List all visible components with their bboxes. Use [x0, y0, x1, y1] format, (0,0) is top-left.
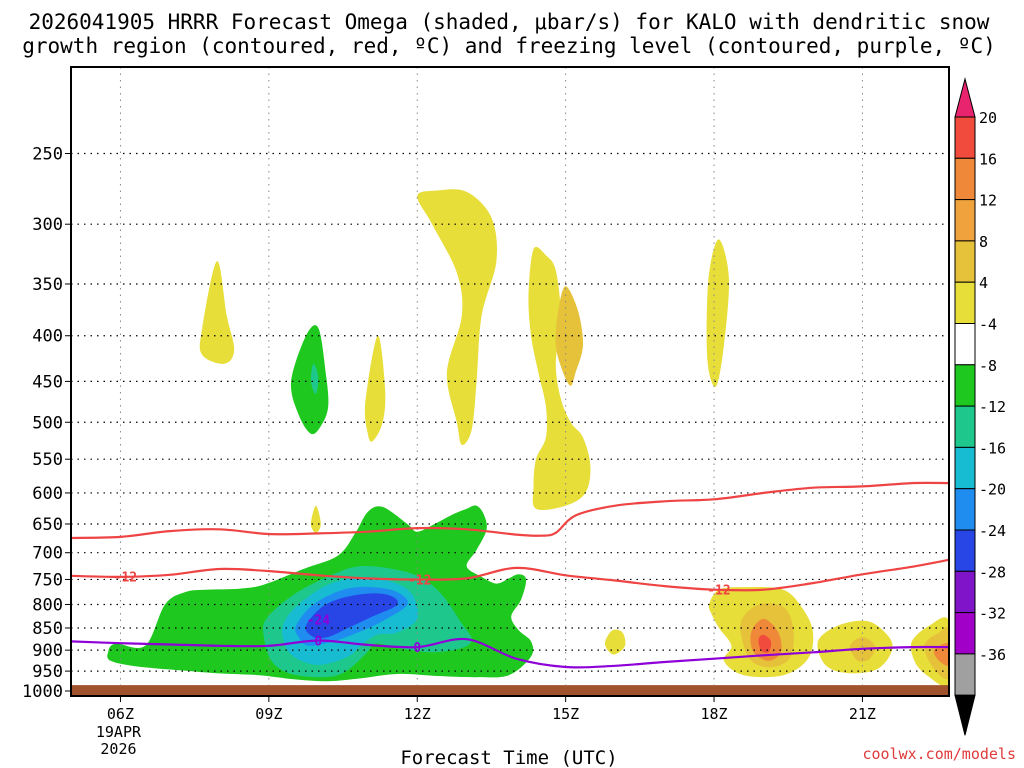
omega-region--20-14 [305, 593, 399, 639]
red-contour-0 [71, 481, 949, 540]
x-tick-15Z: 15Z [552, 705, 579, 723]
omega-region-12-23 [933, 643, 949, 666]
colorbar-label--28: -28 [979, 563, 1006, 581]
colorbar-label--8: -8 [979, 357, 997, 375]
omega-region-4-6 [310, 505, 321, 533]
terrain-ground [71, 685, 949, 696]
colorbar-segment-4 [954, 281, 976, 325]
y-tick-350: 350 [32, 275, 63, 295]
colorbar-label--24: -24 [979, 522, 1006, 540]
colorbar-label--32: -32 [979, 605, 1006, 623]
y-tick-850: 850 [32, 619, 63, 639]
omega-region-4-7 [604, 629, 626, 655]
colorbar-top-triangle [954, 77, 976, 118]
colorbar-label-16: 16 [979, 150, 997, 168]
colorbar-segment-10 [954, 529, 976, 572]
y-tick-600: 600 [32, 484, 63, 504]
colorbar-label-4: 4 [979, 274, 988, 292]
colorbar-segment-7 [954, 405, 976, 448]
omega-region-16-18 [758, 634, 772, 653]
x-tick-12Z: 12Z [404, 705, 431, 723]
x-tick-21Z: 21Z [849, 705, 876, 723]
colorbar-segment-6 [954, 364, 976, 407]
colorbar-label--12: -12 [979, 398, 1006, 416]
omega-region-4-1 [528, 246, 591, 511]
y-tick-650: 650 [32, 515, 63, 535]
x-tick-sub-1: 2026 [100, 740, 136, 758]
y-tick-300: 300 [32, 215, 63, 235]
y-tick-700: 700 [32, 544, 63, 564]
y-tick-450: 450 [32, 372, 63, 392]
colorbar-bottom-triangle [954, 694, 976, 736]
x-tick-06Z: 06Z [107, 705, 134, 723]
colorbar-segment-9 [954, 488, 976, 531]
colorbar-label-8: 8 [979, 233, 988, 251]
colorbar-segment-12 [954, 612, 976, 655]
omega-region-4-0 [417, 189, 497, 445]
y-tick-550: 550 [32, 450, 63, 470]
credit-text: coolwx.com/models [862, 745, 1016, 763]
omega-region-4-4 [364, 335, 386, 442]
colorbar-segment-13 [954, 653, 976, 696]
colorbar-label--36: -36 [979, 646, 1006, 664]
colorbar-label-20: 20 [979, 109, 997, 127]
colorbar: 20 16 12 8 4 -4 -8 -12 -16 -20 -24 -28 -32 -36 [954, 77, 1006, 736]
y-tick-400: 400 [32, 327, 63, 347]
omega-region-4-3 [199, 261, 235, 364]
x-tick-sub-0: 19APR [96, 723, 142, 741]
omega-shaded-layer [107, 189, 949, 687]
terrain-layer [71, 685, 949, 696]
y-tick-250: 250 [32, 145, 63, 165]
y-tick-950: 950 [32, 662, 63, 682]
chart-title-line-2: growth region (contoured, red, ºC) and f… [22, 34, 996, 58]
contour-layer [71, 481, 949, 669]
omega-region-4-5 [706, 239, 730, 387]
colorbar-segment-5 [954, 323, 976, 366]
freezing-level-contour [71, 637, 949, 669]
colorbar-label--20: -20 [979, 481, 1006, 499]
colorbar-label--16: -16 [979, 439, 1006, 457]
x-tick-18Z: 18Z [700, 705, 727, 723]
freezing-level-contour-label-0: 0 [314, 635, 322, 650]
colorbar-label--4: -4 [979, 316, 997, 334]
colorbar-label-12: 12 [979, 192, 997, 210]
colorbar-segment-8 [954, 446, 976, 490]
red-contour-1 [71, 558, 949, 592]
y-tick-500: 500 [32, 413, 63, 433]
omega-region--4-8 [290, 325, 329, 435]
y-tick-750: 750 [32, 570, 63, 590]
y-axis-ticks: 2503003504004505005506006507007508008509… [22, 145, 71, 702]
x-axis-title: Forecast Time (UTC) [400, 747, 617, 768]
contour-label-layer: -12 -12 -12 0 0 -24 [114, 571, 731, 656]
omega-region--8-9 [310, 363, 319, 395]
omega-region-8-2 [555, 286, 584, 386]
chart-title-line-1: 2026041905 HRRR Forecast Omega (shaded, … [29, 10, 990, 34]
y-tick-900: 900 [32, 641, 63, 661]
colorbar-segment-1 [954, 157, 976, 201]
omega-mark-0: -24 [307, 614, 331, 629]
freezing-level-contour-label-1: 0 [413, 641, 421, 656]
red-contour-1-label-0: -12 [114, 571, 137, 586]
colorbar-segment-11 [954, 570, 976, 614]
red-contour-1-label-1: -12 [408, 573, 431, 588]
colorbar-segment-3 [954, 240, 976, 283]
colorbar-segment-2 [954, 199, 976, 242]
red-contour-1-label-2: -12 [707, 584, 730, 599]
x-tick-09Z: 09Z [255, 705, 282, 723]
y-tick-1000: 1000 [22, 682, 63, 702]
y-tick-800: 800 [32, 595, 63, 615]
colorbar-segment-0 [954, 116, 976, 159]
